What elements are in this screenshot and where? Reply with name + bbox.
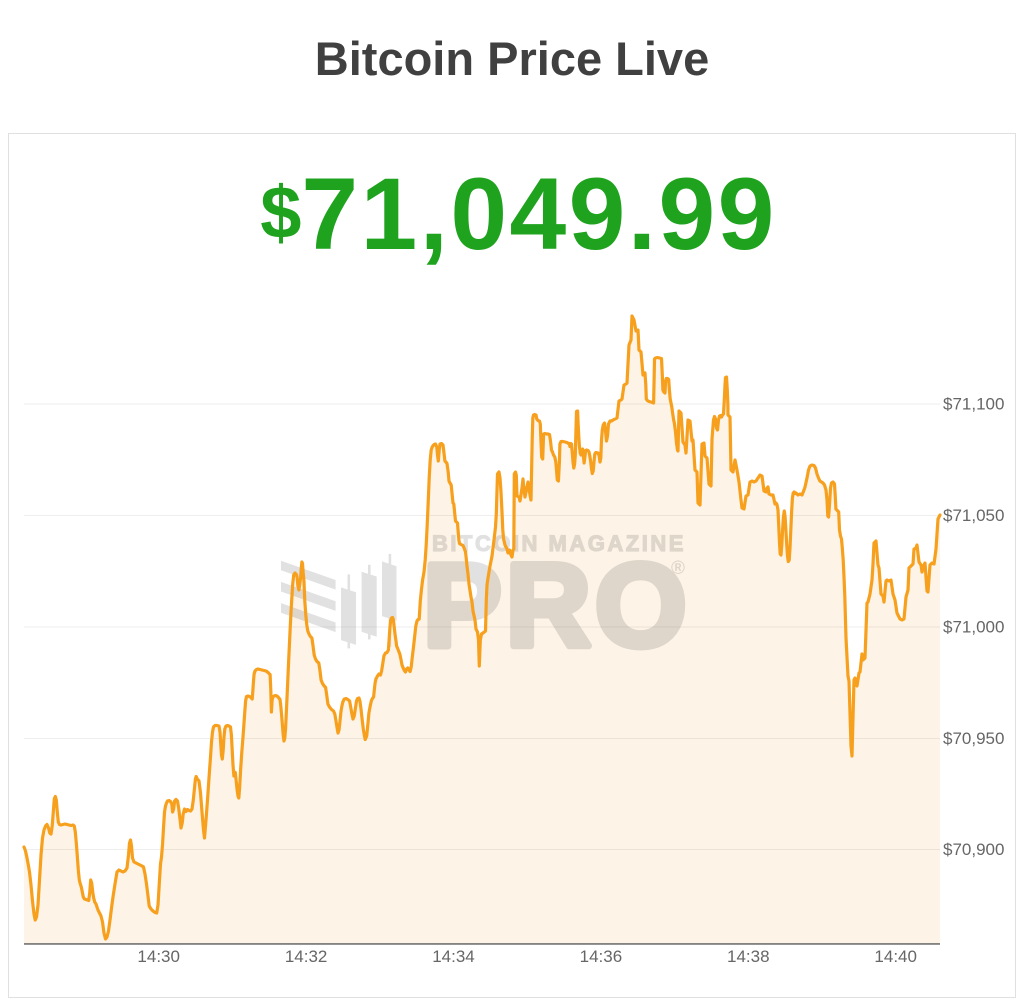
- svg-text:14:36: 14:36: [580, 947, 623, 966]
- svg-text:PRO: PRO: [423, 540, 691, 672]
- svg-text:14:40: 14:40: [874, 947, 917, 966]
- svg-text:$71,050: $71,050: [943, 506, 1004, 525]
- svg-text:$70,950: $70,950: [943, 729, 1004, 748]
- svg-text:BITCOIN MAGAZINE: BITCOIN MAGAZINE: [432, 531, 686, 556]
- svg-text:14:30: 14:30: [137, 947, 180, 966]
- svg-text:14:38: 14:38: [727, 947, 770, 966]
- svg-text:$71,100: $71,100: [943, 395, 1004, 414]
- svg-text:$71,000: $71,000: [943, 618, 1004, 637]
- svg-text:®: ®: [671, 558, 685, 579]
- svg-text:14:32: 14:32: [285, 947, 328, 966]
- svg-text:$70,900: $70,900: [943, 840, 1004, 859]
- svg-text:14:34: 14:34: [432, 947, 475, 966]
